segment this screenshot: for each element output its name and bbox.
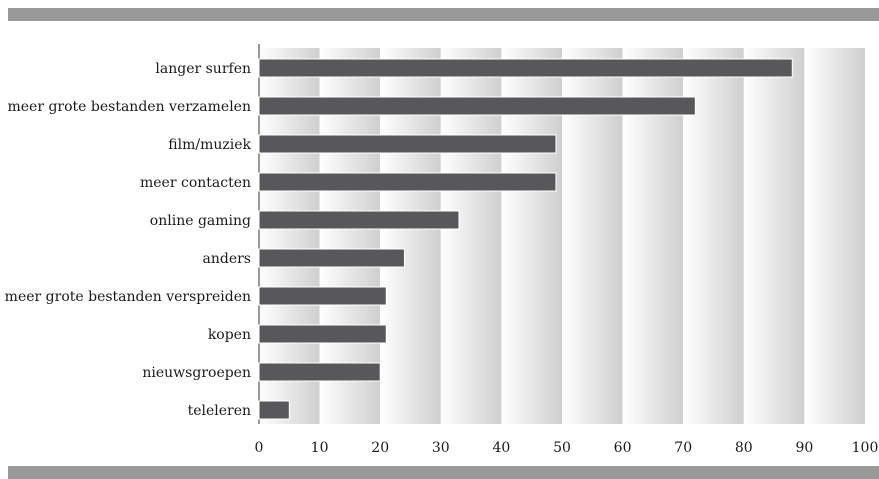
x-tick-label: 50 <box>553 440 571 456</box>
x-tick-label: 60 <box>614 440 632 456</box>
bottom-rule <box>8 466 879 479</box>
grid-band <box>804 48 865 424</box>
bar <box>258 362 381 382</box>
x-tick-label: 40 <box>492 440 510 456</box>
x-tick-label: 0 <box>255 440 264 456</box>
x-tick-label: 100 <box>852 440 879 456</box>
x-tick-label: 80 <box>735 440 753 456</box>
category-label: anders <box>203 251 252 267</box>
x-tick-label: 90 <box>795 440 813 456</box>
bar <box>258 210 460 230</box>
bar <box>258 400 290 420</box>
category-label: langer surfen <box>155 61 251 77</box>
bar <box>258 324 387 344</box>
category-label: kopen <box>208 327 251 343</box>
bar <box>258 134 557 154</box>
bar <box>258 58 793 78</box>
grid-band <box>743 48 805 424</box>
category-label: meer grote bestanden verzamelen <box>7 99 251 115</box>
x-tick-label: 70 <box>674 440 692 456</box>
bar <box>258 286 387 306</box>
category-label: nieuwsgroepen <box>142 365 251 381</box>
category-label: meer grote bestanden verspreiden <box>5 289 251 305</box>
x-tick-label: 20 <box>371 440 389 456</box>
category-label: meer contacten <box>140 175 251 191</box>
bar <box>258 96 696 116</box>
x-tick-label: 10 <box>311 440 329 456</box>
category-label: online gaming <box>150 213 251 229</box>
bar <box>258 248 405 268</box>
category-label: film/muziek <box>168 137 251 153</box>
bar <box>258 172 557 192</box>
x-tick-label: 30 <box>432 440 450 456</box>
category-label: teleleren <box>188 403 251 419</box>
top-rule <box>8 8 879 21</box>
